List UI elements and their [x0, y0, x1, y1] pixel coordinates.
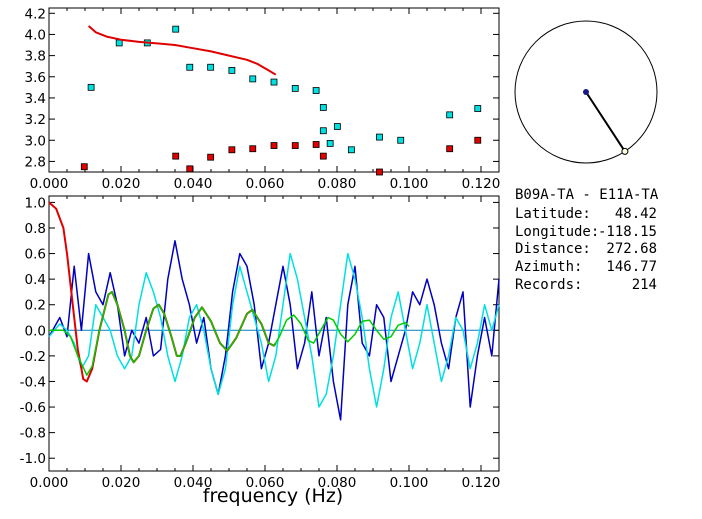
dispersion-y-tick-label: 3.6 [25, 70, 46, 86]
dispersion-point [319, 104, 327, 111]
dispersion-x-tick-label: 0.080 [318, 176, 357, 192]
azimuth-end-dot [621, 147, 629, 155]
dispersion-x-tick-label: 0.020 [102, 176, 141, 192]
correlation-marks [48, 201, 500, 421]
dispersion-ticks: 0.000 0.020 0.040 0.060 0.080 0.100 0.120 2.8 3.… [25, 6, 501, 192]
correlation-y-tick-label: 0.2 [25, 298, 46, 314]
dispersion-point [80, 163, 88, 171]
correlation-y-tick-label: 0.4 [25, 272, 46, 288]
dispersion-y-tick-label: 2.8 [25, 154, 46, 170]
correlation-x-tick-label: 0.080 [318, 475, 357, 491]
dispersion-y-tick-label: 3.2 [25, 112, 46, 128]
azimuth-label: Azimuth: [515, 259, 582, 275]
dispersion-point [172, 25, 180, 33]
correlation-x-tick-label: 0.000 [30, 475, 69, 491]
latitude-value: 48.42 [615, 206, 657, 222]
correlation-y-tick-label: -0.6 [20, 400, 46, 416]
dispersion-point [207, 153, 215, 161]
correlation-x-tick-label: 0.060 [246, 475, 285, 491]
dispersion-x-tick-label: 0.040 [174, 176, 213, 192]
records-value: 214 [632, 277, 657, 293]
dispersion-point [326, 140, 334, 147]
dispersion-point [397, 136, 405, 144]
dispersion-point [319, 152, 327, 160]
azimuth-needle [585, 91, 626, 152]
dispersion-x-tick-label: 0.060 [246, 176, 285, 192]
dispersion-y-tick-label: 3.8 [25, 49, 46, 65]
dispersion-marks [80, 25, 482, 176]
dispersion-point [186, 63, 194, 71]
records-label: Records: [515, 277, 582, 293]
correlation-series-line-2 [48, 201, 277, 383]
dispersion-point [172, 152, 180, 160]
dispersion-point [446, 145, 454, 153]
dispersion-point [87, 83, 95, 91]
correlation-y-tick-label: 0.0 [25, 323, 46, 339]
correlation-y-tick-label: -0.2 [20, 349, 46, 365]
station-center-dot [583, 89, 589, 95]
dispersion-point [228, 67, 236, 74]
dispersion-x-tick-label: 0.120 [462, 176, 501, 192]
dispersion-point [291, 85, 299, 92]
correlation-x-tick-label: 0.120 [462, 475, 501, 491]
dispersion-point [270, 142, 278, 149]
dispersion-point [249, 75, 257, 83]
correlation-y-tick-label: 1.0 [25, 195, 46, 211]
correlation-y-tick-label: 0.8 [25, 221, 46, 237]
dispersion-point [446, 111, 454, 119]
correlation-y-tick-label: -1.0 [20, 451, 46, 467]
dispersion-point [376, 133, 383, 141]
dispersion-point [319, 127, 327, 135]
dispersion-x-tick-label: 0.000 [30, 176, 69, 192]
correlation-y-tick-label: -0.8 [20, 426, 46, 442]
longitude-label: Longitude: [515, 224, 599, 240]
correlation-x-tick-label: 0.040 [174, 475, 213, 491]
dispersion-point [312, 141, 320, 148]
dispersion-point [249, 145, 257, 153]
dispersion-point [333, 123, 341, 130]
correlation-y-tick-label: 0.6 [25, 247, 46, 263]
correlation-series-line-3 [49, 291, 410, 376]
azimuth-value: 146.77 [606, 259, 657, 275]
correlation-x-tick-label: 0.020 [102, 475, 141, 491]
longitude-value: -118.15 [598, 224, 657, 240]
azimuth-circle [514, 20, 658, 164]
dispersion-y-tick-label: 4.0 [25, 27, 46, 43]
dispersion-point [474, 105, 482, 112]
correlation-frame [48, 195, 500, 472]
dispersion-panel: 0.000 0.020 0.040 0.060 0.080 0.100 0.120 2.8 3.… [25, 6, 501, 192]
dispersion-point [270, 78, 278, 86]
dispersion-point [207, 63, 215, 71]
latitude-label: Latitude: [515, 206, 591, 222]
correlation-ticks: 0.000 0.020 0.040 0.060 0.080 0.100 0.120 1.0 0.… [20, 195, 501, 491]
dispersion-point [115, 39, 123, 47]
correlation-x-tick-label: 0.100 [390, 475, 429, 491]
dispersion-y-tick-label: 4.2 [25, 6, 46, 22]
dispersion-point [312, 87, 320, 94]
dispersion-point [228, 146, 236, 154]
distance-value: 272.68 [606, 241, 657, 257]
dispersion-y-tick-label: 3.4 [25, 91, 46, 107]
correlation-panel: 0.000 0.020 0.040 0.060 0.080 0.100 0.120 1.0 0.… [20, 195, 501, 507]
station-info: B09A-TA - E11A-TA Latitude: 48.42 Longit… [515, 187, 659, 293]
dispersion-point [376, 168, 383, 176]
dispersion-y-tick-label: 3.0 [25, 133, 46, 149]
dispersion-point [291, 142, 299, 149]
correlation-y-tick-label: -0.4 [20, 374, 46, 390]
station-pair: B09A-TA - E11A-TA [515, 187, 659, 203]
x-axis-label: frequency (Hz) [203, 485, 343, 507]
dispersion-series-line-2 [87, 25, 277, 76]
dispersion-point [347, 146, 355, 154]
dispersion-point [474, 136, 482, 144]
dispersion-x-tick-label: 0.100 [390, 176, 429, 192]
dispersion-point [186, 165, 194, 173]
distance-label: Distance: [515, 241, 591, 257]
azimuth-dial [514, 20, 658, 164]
correlation-series-line-0 [48, 240, 500, 421]
correlation-series-line-1 [48, 252, 500, 408]
dispersion-frame [48, 7, 500, 173]
